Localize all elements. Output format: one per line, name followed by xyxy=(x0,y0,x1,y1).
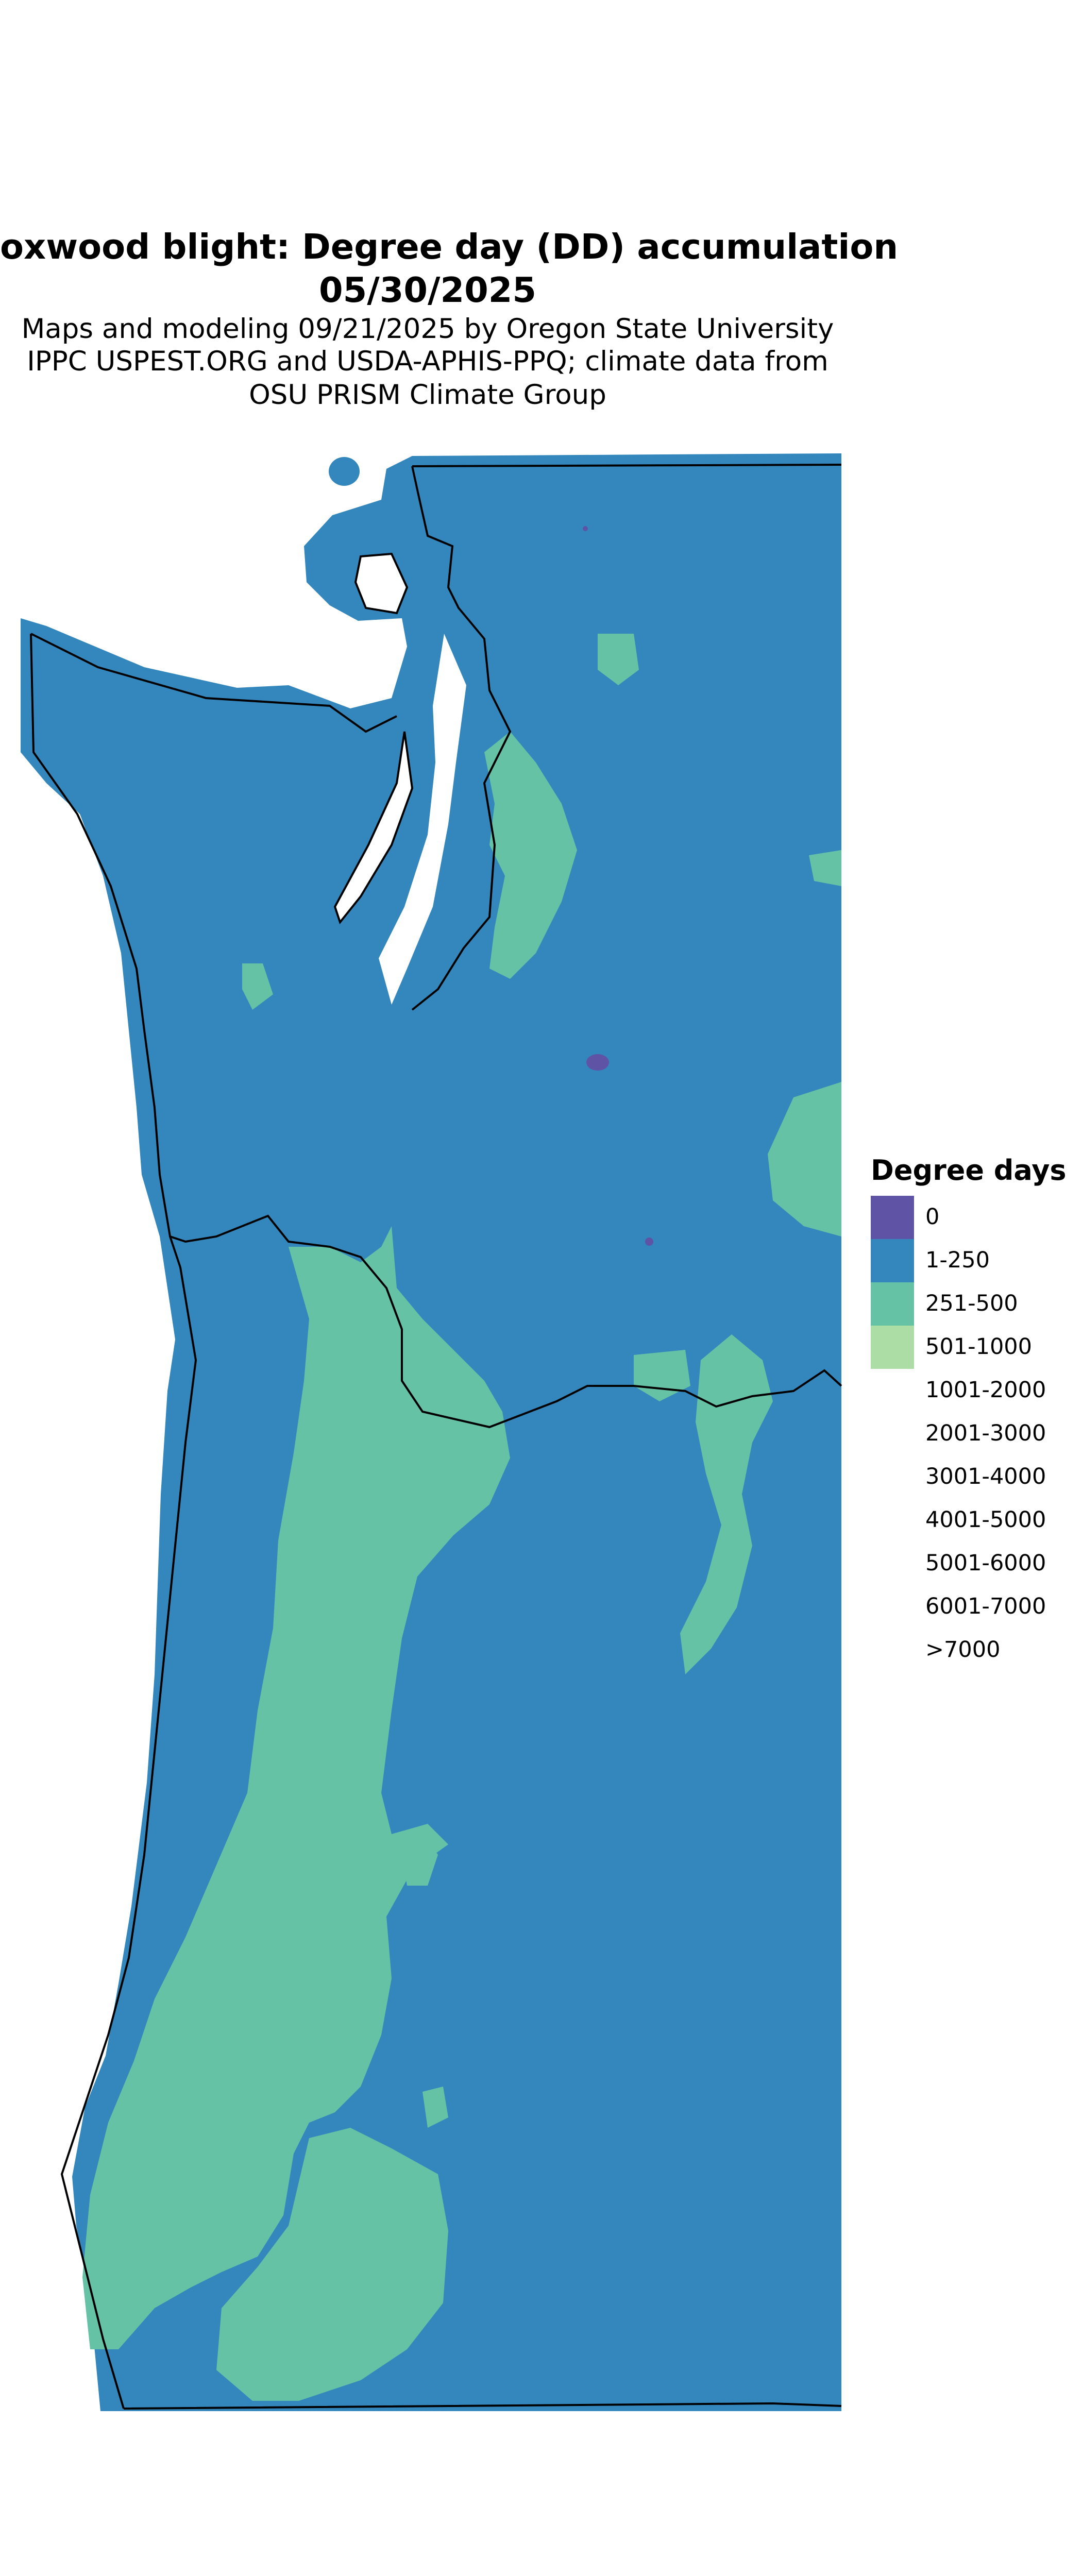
legend-swatch xyxy=(871,1282,914,1326)
legend-label: >7000 xyxy=(925,1637,1001,1663)
legend-swatch xyxy=(871,1629,914,1672)
map-date: 05/30/2025 xyxy=(319,270,536,310)
legend-items: 0 1-250 251-500 501-1000 1001-2000 2001-3000 3… xyxy=(871,1196,1077,1672)
legend-label: 251-500 xyxy=(925,1291,1018,1316)
state-borders xyxy=(30,464,842,2410)
legend-item: 1001-2000 xyxy=(871,1369,1077,1412)
legend-item: 2001-3000 xyxy=(871,1412,1077,1455)
subtitle-line-1: Maps and modeling 09/21/2025 by Oregon S… xyxy=(21,313,834,345)
legend-swatch xyxy=(871,1239,914,1282)
legend-item: >7000 xyxy=(871,1629,1077,1672)
legend-label: 501-1000 xyxy=(925,1334,1033,1360)
legend: Degree days 0 1-250 251-500 501-1000 1001-20… xyxy=(871,1157,1077,1672)
legend-label: 0 xyxy=(925,1204,940,1230)
legend-item: 1-250 xyxy=(871,1239,1077,1282)
puget-sound-water xyxy=(379,634,466,1005)
legend-title: Degree days xyxy=(871,1154,1067,1187)
legend-swatch xyxy=(871,1455,914,1499)
legend-label: 1-250 xyxy=(925,1247,990,1273)
legend-label: 3001-4000 xyxy=(925,1464,1046,1489)
legend-item: 0 xyxy=(871,1196,1077,1239)
legend-label: 6001-7000 xyxy=(925,1594,1046,1619)
legend-swatch xyxy=(871,1326,914,1369)
legend-item: 5001-6000 xyxy=(871,1542,1077,1585)
legend-label: 4001-5000 xyxy=(925,1507,1046,1533)
legend-item: 251-500 xyxy=(871,1282,1077,1326)
legend-item: 4001-5000 xyxy=(871,1499,1077,1542)
legend-label: 1001-2000 xyxy=(925,1377,1046,1403)
legend-swatch xyxy=(871,1585,914,1629)
hood-canal-water xyxy=(335,732,412,922)
legend-label: 5001-6000 xyxy=(925,1550,1046,1576)
dd-0-zones xyxy=(583,526,653,1246)
san-juan-water xyxy=(356,554,407,613)
legend-swatch xyxy=(871,1499,914,1542)
map-title: oxwood blight: Degree day (DD) accumulat… xyxy=(0,227,899,267)
legend-swatch xyxy=(871,1542,914,1585)
subtitle-line-2: IPPC USPEST.ORG and USDA-APHIS-PPQ; clim… xyxy=(27,346,829,377)
legend-swatch xyxy=(871,1412,914,1455)
legend-label: 2001-3000 xyxy=(925,1420,1046,1446)
legend-item: 501-1000 xyxy=(871,1326,1077,1369)
legend-item: 6001-7000 xyxy=(871,1585,1077,1629)
subtitle-line-3: OSU PRISM Climate Group xyxy=(249,379,606,411)
legend-swatch xyxy=(871,1196,914,1239)
legend-swatch xyxy=(871,1369,914,1412)
dd-251-500-zones xyxy=(82,634,841,2401)
map-island xyxy=(329,457,360,486)
legend-item: 3001-4000 xyxy=(871,1455,1077,1499)
